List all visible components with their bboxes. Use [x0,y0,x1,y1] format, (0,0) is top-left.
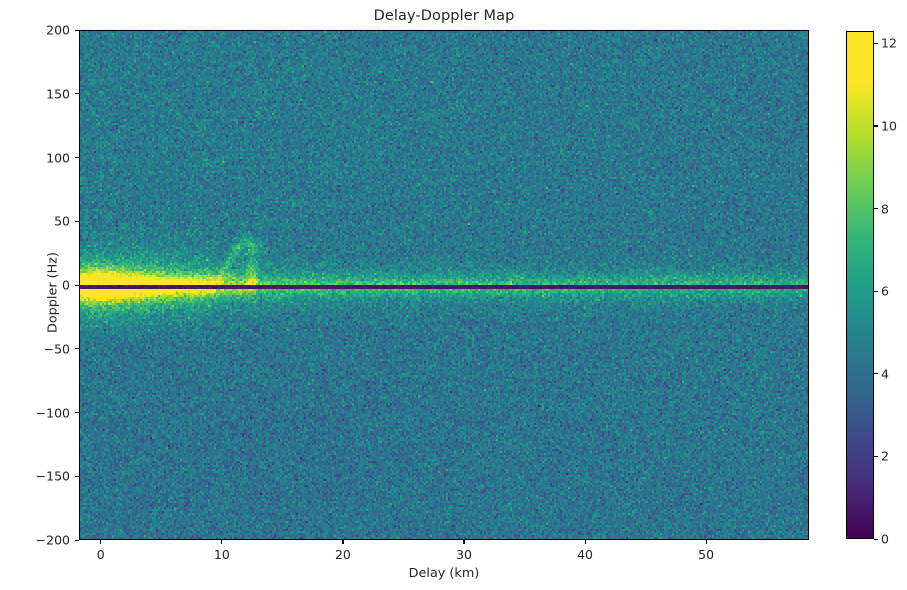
y-tick-mark [75,475,79,477]
y-tick-mark [75,348,79,350]
x-tick-label: 0 [96,547,105,562]
colorbar[interactable] [846,31,874,539]
colorbar-tick-mark [874,455,878,457]
x-tick-label: 20 [334,547,351,562]
heatmap-image [80,31,808,539]
x-tick-label: 50 [698,547,715,562]
x-tick-mark [221,540,223,544]
colorbar-tick-label: 6 [881,283,889,299]
y-tick-label: −100 [35,405,70,420]
x-tick-mark [705,540,707,544]
delay-doppler-heatmap-axes[interactable] [79,30,809,540]
x-tick-label: 10 [213,547,230,562]
y-tick-label: −150 [35,468,70,484]
y-axis-label: Doppler (Hz) [45,252,61,334]
x-axis-label: Delay (km) [408,566,480,581]
y-tick-mark [75,29,79,31]
colorbar-tick-mark [874,290,878,292]
y-tick-label: −50 [43,341,70,357]
page-title: Delay-Doppler Map [373,8,515,24]
y-tick-mark [75,412,79,414]
x-tick-label: 30 [456,547,472,562]
y-tick-mark [75,220,79,222]
y-tick-mark [75,93,79,95]
y-tick-label: −200 [35,532,70,548]
colorbar-tick-label: 4 [881,366,889,382]
colorbar-tick-mark [874,538,878,540]
x-tick-mark [463,540,465,544]
colorbar-tick-label: 2 [881,448,889,464]
colorbar-tick-label: 10 [881,118,897,134]
colorbar-tick-label: 8 [881,201,889,217]
x-tick-mark [584,540,586,544]
y-tick-mark [75,284,79,286]
colorbar-gradient [847,32,873,538]
y-tick-mark [75,157,79,159]
colorbar-tick-mark [874,42,878,44]
x-tick-label: 40 [577,547,593,562]
y-tick-label: 200 [46,22,70,38]
y-tick-label: 50 [54,213,70,229]
colorbar-tick-mark [874,373,878,375]
y-tick-mark [75,539,79,541]
x-tick-mark [342,540,344,544]
y-tick-label: 0 [62,277,70,293]
colorbar-tick-label: 12 [881,35,897,51]
y-tick-label: 100 [46,150,70,165]
colorbar-tick-mark [874,208,878,210]
colorbar-tick-label: 0 [881,531,889,547]
x-tick-mark [100,540,102,544]
y-tick-label: 150 [46,86,70,102]
colorbar-tick-mark [874,125,878,127]
